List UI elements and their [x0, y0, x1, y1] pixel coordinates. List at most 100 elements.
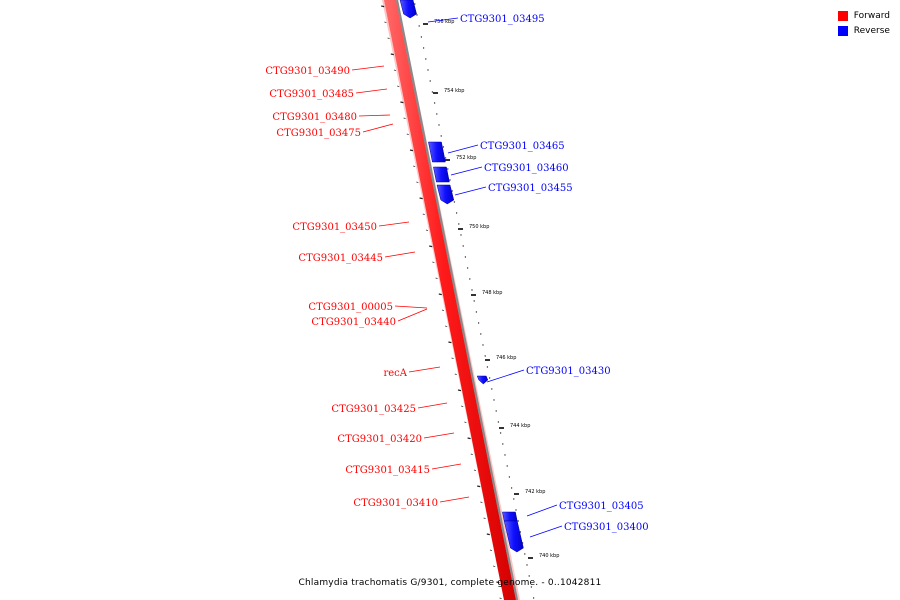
left-tick — [393, 69, 397, 71]
scale-dot — [508, 476, 511, 478]
left-tick — [400, 101, 404, 104]
left-tick — [454, 373, 457, 375]
forward-label-leader — [351, 65, 385, 71]
forward-gene-label[interactable]: CTG9301_03425 — [331, 404, 416, 415]
reverse-gene-block — [502, 511, 518, 522]
scale-dot — [422, 47, 425, 49]
scale-dot — [515, 509, 517, 511]
gene-labels: CTG9301_03490 CTG9301_03485 CTG9301_03480 C… — [265, 14, 649, 538]
scale-dot — [528, 575, 530, 577]
reverse-gene-block — [476, 375, 489, 385]
left-tick — [425, 229, 429, 231]
forward-label-leader — [378, 221, 410, 227]
kbp-label: 750 kbp — [469, 224, 489, 230]
scale-dot — [495, 410, 497, 412]
scale-dot — [464, 256, 467, 258]
forward-label-leader — [384, 251, 416, 258]
left-tick — [403, 117, 406, 119]
left-tick — [419, 197, 423, 200]
scale-dot — [491, 388, 493, 390]
left-tick — [445, 325, 448, 327]
left-tick — [384, 21, 387, 23]
forward-label-leader — [362, 123, 394, 133]
scale-dot — [532, 597, 535, 599]
left-tick — [486, 533, 490, 536]
forward-gene-label[interactable]: CTG9301_00005 — [308, 302, 393, 313]
forward-gene-label[interactable]: CTG9301_03485 — [269, 89, 354, 100]
scale-dot — [455, 212, 458, 214]
left-tick — [451, 357, 454, 359]
forward-label-leader — [408, 366, 441, 373]
forward-label-leader — [397, 308, 428, 322]
left-tick — [461, 405, 464, 407]
forward-gene-label[interactable]: CTG9301_03480 — [272, 112, 357, 123]
scale-dot — [493, 399, 495, 401]
left-tick — [493, 565, 496, 567]
forward-label-leader — [439, 496, 470, 503]
scale-dot — [526, 564, 528, 566]
forward-gene-label[interactable]: CTG9301_03410 — [353, 498, 438, 509]
scale-dot — [447, 168, 449, 170]
legend-reverse-label: Reverse — [853, 25, 890, 36]
forward-gene-label[interactable]: CTG9301_03415 — [345, 465, 430, 476]
kbp-label: 742 kbp — [525, 489, 545, 495]
legend: Forward Reverse — [837, 8, 890, 38]
left-tick — [448, 341, 452, 344]
reverse-label-leader — [427, 17, 459, 23]
reverse-gene-label[interactable]: CTG9301_03495 — [460, 14, 545, 25]
left-tick — [483, 517, 486, 519]
left-tick — [432, 261, 435, 263]
forward-gene-label[interactable]: recA — [383, 368, 407, 379]
left-tick — [397, 85, 400, 87]
left-tick — [387, 37, 390, 39]
reverse-gene-label[interactable]: CTG9301_03460 — [484, 163, 569, 174]
reverse-gene-label[interactable]: CTG9301_03400 — [564, 522, 649, 533]
scale-dot — [488, 377, 491, 379]
scale-dot — [475, 311, 478, 313]
reverse-gene-label[interactable]: CTG9301_03455 — [488, 183, 573, 194]
left-tick — [457, 389, 462, 392]
reverse-gene-label[interactable]: CTG9301_03405 — [559, 501, 644, 512]
reverse-gene-label[interactable]: CTG9301_03430 — [526, 366, 611, 377]
reverse-label-leader — [447, 144, 479, 154]
left-tick — [422, 213, 425, 215]
forward-gene-label[interactable]: CTG9301_03445 — [298, 253, 383, 264]
forward-strand-band — [384, 0, 516, 600]
scale-dot — [418, 25, 420, 27]
scale-dot — [530, 586, 533, 588]
reverse-gene-block — [428, 141, 446, 163]
genome-caption: Chlamydia trachomatis G/9301, complete g… — [298, 578, 602, 588]
left-tick — [464, 421, 467, 423]
scale-dot — [524, 553, 526, 555]
reverse-gene-block — [433, 166, 450, 183]
forward-swatch — [837, 10, 848, 21]
reverse-label-leader — [526, 504, 558, 517]
reverse-gene-block — [399, 0, 417, 19]
forward-gene-label[interactable]: CTG9301_03420 — [337, 434, 422, 445]
left-tick — [470, 453, 473, 455]
scale-dot — [486, 366, 489, 368]
left-tick — [496, 581, 500, 584]
kbp-label: 740 kbp — [539, 553, 559, 559]
reverse-gene-label[interactable]: CTG9301_03465 — [480, 141, 565, 152]
left-tick — [413, 165, 416, 167]
left-tick — [409, 149, 414, 152]
scale-dot — [431, 91, 434, 93]
scale-dot — [513, 498, 515, 500]
forward-gene-label[interactable]: CTG9301_03440 — [311, 317, 396, 328]
scale-dot — [420, 36, 423, 38]
legend-forward-label: Forward — [853, 10, 890, 21]
left-tick — [416, 181, 419, 183]
scale-dot — [504, 454, 506, 456]
left-tick — [499, 597, 502, 599]
forward-label-leader — [417, 402, 448, 409]
scale-dot — [460, 234, 462, 236]
forward-gene-label[interactable]: CTG9301_03490 — [265, 66, 350, 77]
forward-gene-label[interactable]: CTG9301_03450 — [292, 222, 377, 233]
left-tick — [467, 437, 471, 440]
scale-dot — [502, 443, 504, 445]
backbone-line — [395, 0, 519, 600]
forward-gene-label[interactable]: CTG9301_03475 — [276, 128, 361, 139]
scale-dot — [471, 289, 473, 291]
kbp-label: 754 kbp — [444, 88, 464, 94]
